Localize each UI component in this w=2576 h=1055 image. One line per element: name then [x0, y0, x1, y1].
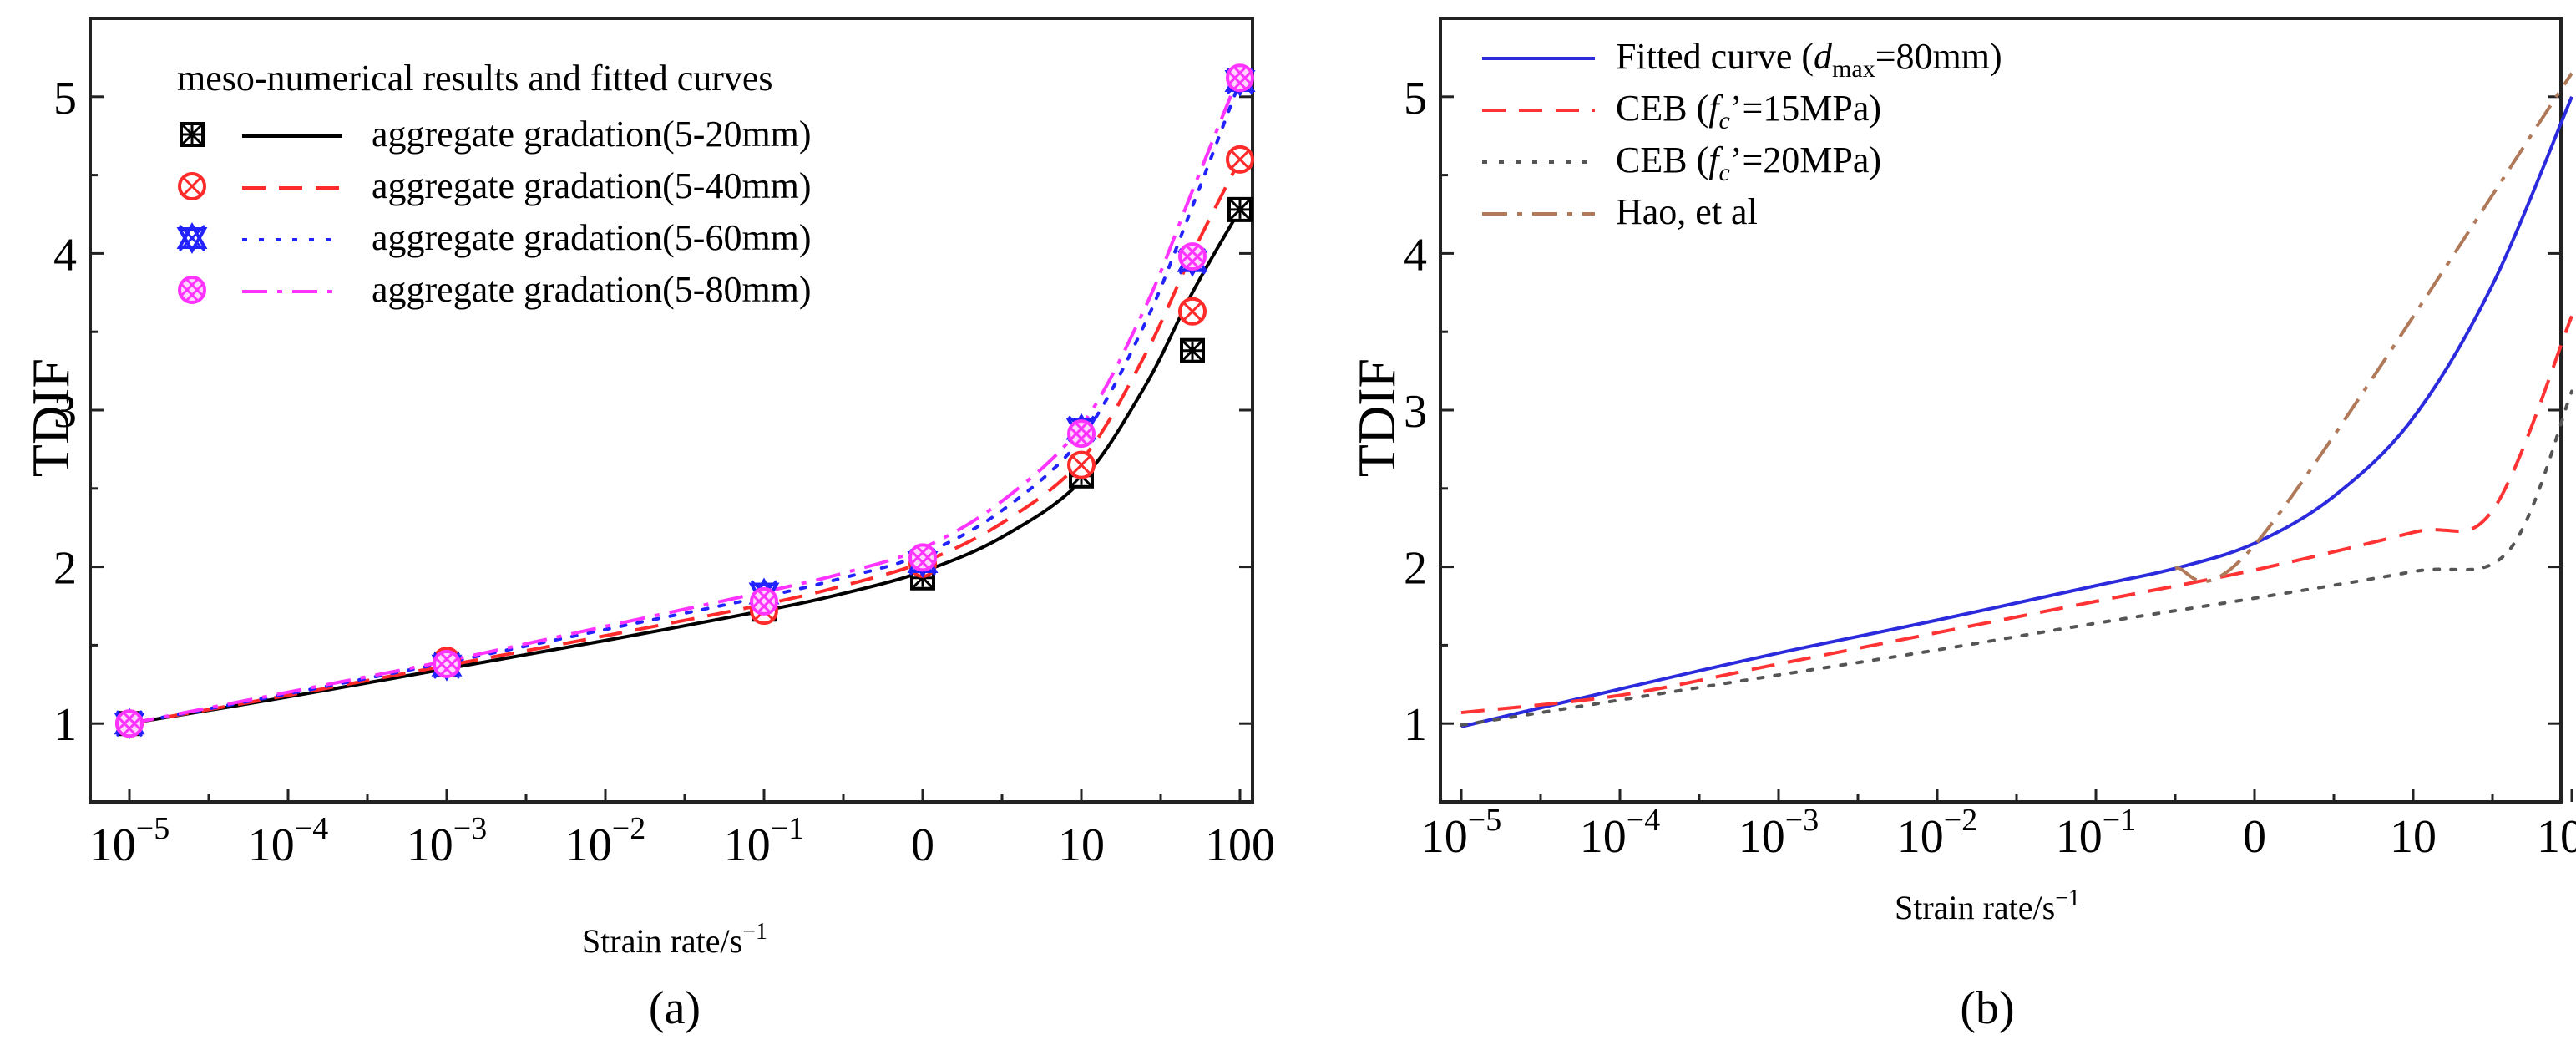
- series-markers-a: [114, 63, 1256, 740]
- x-axis-ticks-a: 10−5 10−4 10−3 10−2 10−1 0 10 100: [89, 789, 1275, 871]
- data-point: [1180, 337, 1205, 363]
- legend-entry-3: CEB (fc’=20MPa): [1616, 139, 1881, 186]
- panel-label-a: (a): [649, 982, 701, 1034]
- series-line-4: [129, 72, 1242, 726]
- legend-entry-1: Fitted curve (dmax=80mm): [1616, 36, 2002, 83]
- y-tick-label: 3: [53, 386, 77, 438]
- y-tick-label: 5: [1404, 73, 1427, 124]
- plot-frame-b: [1439, 17, 2563, 804]
- y-tick-label: 3: [1404, 386, 1427, 438]
- y-tick-label: 2: [1404, 543, 1427, 595]
- x-tick-label: 10: [2390, 811, 2437, 863]
- y-tick-label: 5: [53, 73, 77, 124]
- series-line-1: [129, 208, 1242, 726]
- legend-entry-3: aggregate gradation(5-60mm): [372, 217, 812, 258]
- x-tick-label: 0: [911, 819, 934, 871]
- data-point: [115, 709, 144, 738]
- x-tick-label: 10−5: [89, 811, 170, 871]
- legend-entry-4: Hao, et al: [1616, 191, 1758, 232]
- data-point: [1178, 297, 1207, 326]
- legend-title-a: meso-numerical results and fitted curves: [177, 58, 773, 99]
- data-point: [750, 586, 778, 616]
- y-tick-label: 1: [1404, 699, 1427, 751]
- x-tick-label: 10−4: [1580, 803, 1660, 863]
- y-tick-label: 2: [53, 543, 77, 595]
- y-axis-title-b: TDIF: [1347, 358, 1406, 477]
- data-point: [1227, 196, 1253, 222]
- x-tick-label: 100: [2537, 811, 2576, 863]
- legend-entry-2: CEB (fc’=15MPa): [1616, 88, 1881, 134]
- y-axis-ticks-b: 1 2 3 4 5: [1404, 73, 2561, 751]
- legend-entry-4: aggregate gradation(5-80mm): [372, 269, 812, 310]
- y-axis-title-a: TDIF: [21, 358, 80, 477]
- x-tick-label: 10−2: [1897, 803, 1977, 863]
- data-point: [1067, 450, 1096, 479]
- series-curves-a: [128, 72, 1242, 726]
- legend-marker: [178, 276, 206, 304]
- x-tick-label: 10−3: [407, 811, 487, 871]
- legend-entry-2: aggregate gradation(5-40mm): [372, 165, 812, 206]
- series-line-1: [1460, 96, 2573, 728]
- legend-marker: [180, 122, 205, 147]
- legend-b: Fitted curve (dmax=80mm) CEB (fc’=15MPa) C…: [1482, 36, 2002, 232]
- x-axis-title-b: Strain rate/s−1: [1895, 885, 2080, 926]
- x-tick-label: 10−3: [1738, 803, 1819, 863]
- data-point: [908, 543, 937, 572]
- chart-panel-a: 1 2 3 4 5 10−5 10−4 10−3 10−2 10−1 0 10 100 TDIF St…: [21, 17, 1275, 1034]
- x-axis-title-a: Strain rate/s−1: [582, 919, 767, 960]
- series-line-4: [2174, 72, 2573, 583]
- x-tick-label: 10−5: [1421, 803, 1501, 863]
- legend-entry-1: aggregate gradation(5-20mm): [372, 114, 812, 155]
- x-tick-label: 10−2: [565, 811, 645, 871]
- legend-marker: [178, 172, 206, 200]
- data-point: [1067, 419, 1096, 449]
- legend-a: aggregate gradation(5-20mm) aggregate gra…: [176, 114, 812, 310]
- x-tick-label: 10−4: [248, 811, 328, 871]
- x-tick-label: 10: [1058, 819, 1105, 871]
- y-tick-label: 1: [53, 699, 77, 751]
- series-curves-b: [1460, 72, 2573, 728]
- panel-label-b: (b): [1960, 982, 2014, 1034]
- x-tick-label: 100: [1205, 819, 1275, 871]
- series-line-3: [1460, 389, 2573, 728]
- data-point: [1178, 242, 1207, 271]
- legend-marker: [176, 221, 208, 255]
- x-tick-label: 10−1: [724, 811, 804, 871]
- y-tick-label: 4: [53, 229, 77, 281]
- series-line-2: [1460, 315, 2573, 715]
- x-tick-label: 0: [2243, 811, 2266, 863]
- y-axis-ticks-a: 1 2 3 4 5: [53, 73, 1253, 751]
- y-tick-label: 4: [1404, 229, 1427, 281]
- data-point: [1226, 63, 1254, 93]
- series-line-2: [129, 158, 1242, 726]
- x-axis-ticks-b: 10−5 10−4 10−3 10−2 10−1 0 10 100: [1421, 789, 2576, 863]
- data-point: [1226, 145, 1254, 174]
- x-tick-label: 10−1: [2056, 803, 2136, 863]
- data-point: [433, 649, 461, 678]
- chart-panel-b: 1 2 3 4 5 10−5 10−4 10−3 10−2 10−1 0 10 100 TDIF St…: [1347, 17, 2576, 1034]
